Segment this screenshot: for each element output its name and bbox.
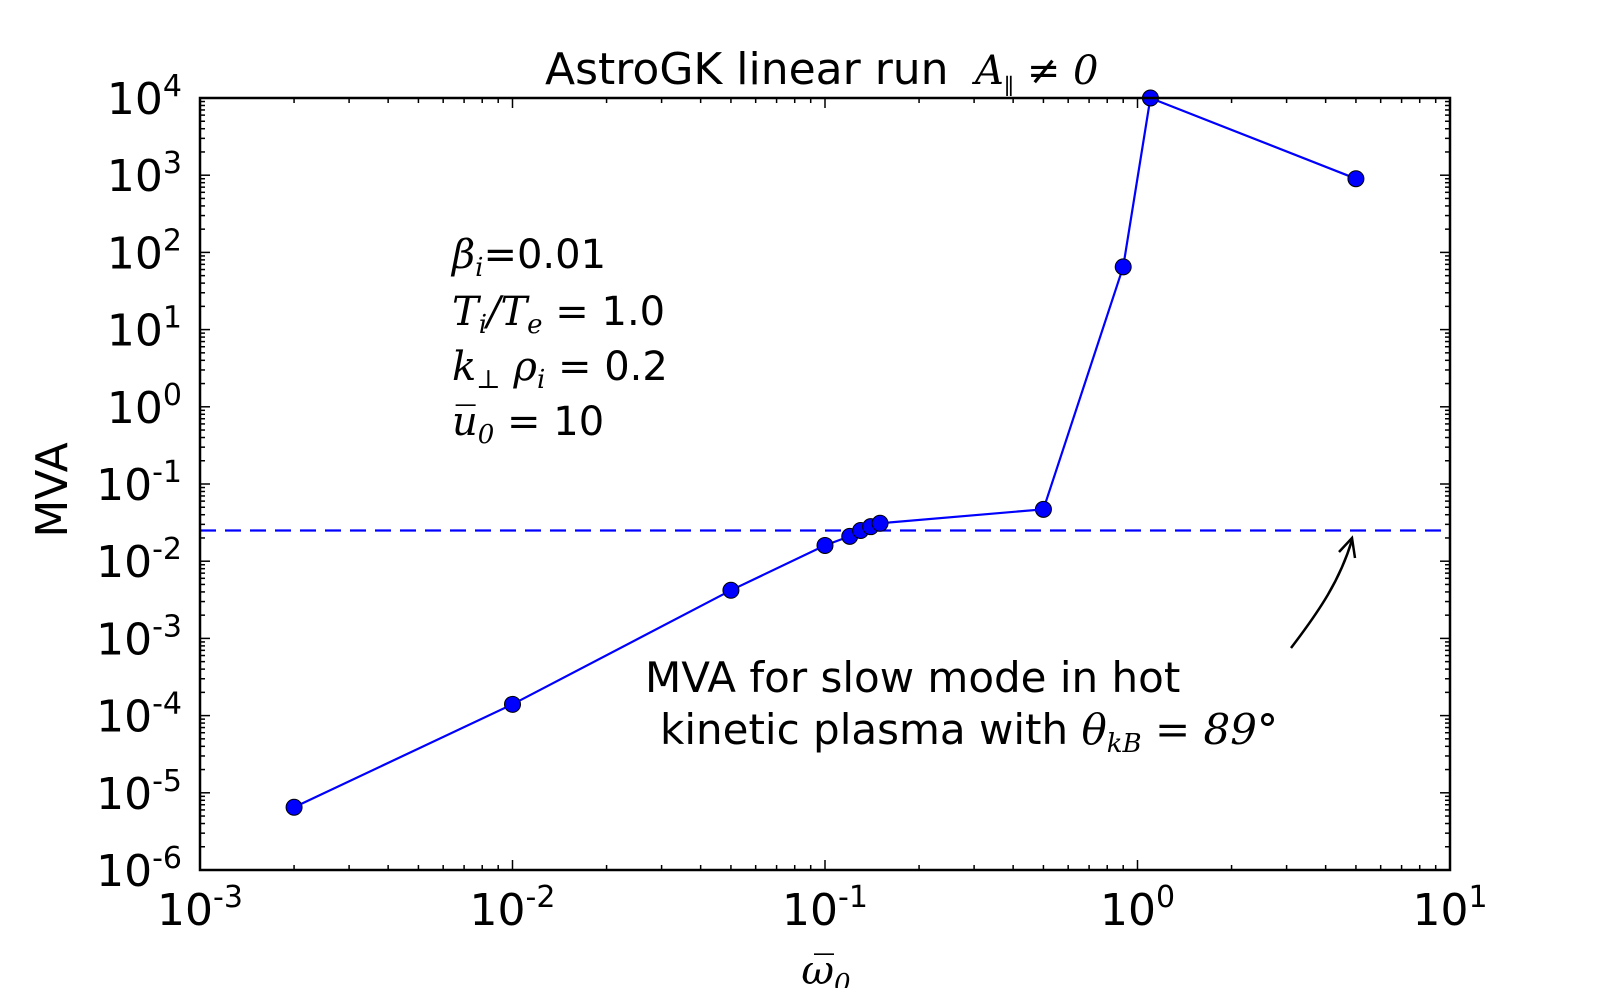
- x-tick-label: 10-2: [470, 880, 556, 936]
- x-tick-label: 101: [1412, 880, 1487, 936]
- data-point: [1034, 500, 1052, 518]
- x-tick-label: 10-3: [157, 880, 243, 936]
- data-point: [504, 695, 521, 713]
- param-u0: u̅0 = 10: [452, 399, 604, 450]
- annotation-arrowhead: [1338, 535, 1357, 559]
- y-tick-label: 10-6: [96, 841, 182, 897]
- param-beta: βi=0.01: [450, 232, 606, 283]
- y-tick-label: 101: [107, 301, 182, 357]
- chart-title: AstroGK linear run: [545, 44, 949, 95]
- plot-frame: [198, 96, 1452, 872]
- y-tick-label: 10-4: [96, 687, 182, 743]
- annotation: MVA for slow mode in hot kinetic plasma …: [645, 535, 1357, 759]
- y-tick-label: 102: [107, 223, 182, 279]
- y-tick-label: 10-5: [96, 764, 182, 820]
- data-point: [1347, 170, 1365, 188]
- param-k-rho: k⊥ ρi = 0.2: [452, 344, 668, 395]
- y-tick-label: 103: [107, 146, 182, 202]
- data-point: [285, 798, 303, 816]
- param-temperature-ratio: Ti/Te = 1.0: [452, 289, 665, 340]
- annotation-arrow: [1290, 539, 1354, 649]
- annotation-line-2: kinetic plasma with θkB = 89°: [660, 705, 1278, 759]
- data-point: [722, 581, 740, 599]
- series-layer: [285, 89, 1365, 816]
- data-point: [816, 536, 834, 554]
- y-tick-label: 104: [107, 69, 182, 125]
- x-tick-label: 100: [1100, 880, 1175, 936]
- tick-label-layer: 10-3 10-2 10-1 100 101 10-6 10-5 10-4 10-3 10-2 10…: [96, 69, 1487, 936]
- y-tick-label: 100: [107, 378, 182, 434]
- data-point: [1114, 258, 1132, 276]
- parameter-block: βi=0.01 Ti/Te = 1.0 k⊥ ρi = 0.2 u̅0 = 10: [450, 232, 668, 450]
- y-tick-label: 10-1: [96, 455, 182, 511]
- annotation-line-1: MVA for slow mode in hot: [645, 653, 1180, 702]
- data-point: [871, 514, 889, 532]
- y-tick-label: 10-3: [96, 609, 182, 665]
- x-tick-label: 10-1: [782, 880, 868, 936]
- y-axis-label: MVA: [27, 442, 78, 537]
- y-tick-label: 10-2: [96, 532, 182, 588]
- chart-title-math: A∥ ≠ 0: [971, 48, 1098, 100]
